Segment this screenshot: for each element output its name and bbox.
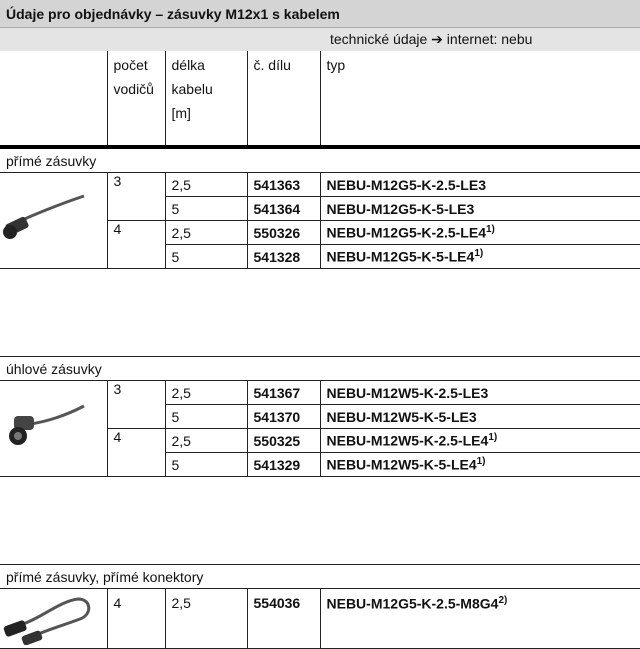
- type-cell: NEBU-M12G5-K-2.5-LE41): [319, 220, 640, 245]
- footnote: 1): [474, 248, 484, 260]
- type-cell: NEBU-M12G5-K-2.5-LE3: [319, 172, 640, 197]
- section-title: úhlové zásuvky: [0, 356, 640, 381]
- length: 2,5: [164, 172, 248, 197]
- type: NEBU-M12W5-K-2.5-LE3: [326, 384, 489, 401]
- type-cell: NEBU-M12W5-K-5-LE41): [319, 452, 640, 477]
- type: NEBU-M12G5-K-5-LE3: [326, 200, 475, 217]
- wires: 3: [106, 172, 166, 221]
- part-number: 541367: [246, 380, 321, 405]
- part-number: 541363: [246, 172, 321, 197]
- icon-cell: [0, 588, 108, 649]
- header-wires: počet vodičů: [106, 51, 166, 149]
- data-row: 5 541329 NEBU-M12W5-K-5-LE41): [0, 452, 640, 477]
- section-title: přímé zásuvky: [0, 146, 640, 173]
- type-cell: NEBU-M12W5-K-5-LE3: [319, 404, 640, 429]
- icon-cell: [0, 380, 108, 477]
- length: 5: [165, 404, 248, 429]
- header-row: počet vodičů délka kabelu [m] č. dílu typ: [0, 51, 640, 149]
- footnote: 1): [485, 224, 495, 236]
- part-number: 541329: [246, 452, 321, 477]
- part-number: 541328: [246, 244, 321, 269]
- wires: 3: [106, 380, 166, 429]
- length: 5: [165, 452, 248, 477]
- header-length: délka kabelu [m]: [164, 51, 248, 149]
- length: 5: [165, 196, 248, 221]
- gap-row: [0, 476, 640, 565]
- header-text: kabelu: [171, 81, 213, 97]
- connector-icon: [9, 404, 85, 445]
- type-cell: NEBU-M12W5-K-2.5-LE41): [319, 428, 640, 453]
- type: NEBU-M12G5-K-2.5-LE4: [326, 224, 486, 241]
- length: 2,5: [164, 220, 248, 245]
- wires: 4: [106, 588, 166, 649]
- connector-icon: [3, 597, 91, 646]
- header-text: délka: [171, 57, 205, 73]
- link-row: technické údaje ➔ internet: nebu: [0, 27, 640, 51]
- type: NEBU-M12G5-K-5-LE4: [326, 248, 475, 265]
- wires: 4: [107, 428, 166, 477]
- type-cell: NEBU-M12G5-K-5-LE3: [319, 196, 640, 221]
- data-row: 4 2,5 550326 NEBU-M12G5-K-2.5-LE41): [0, 220, 640, 269]
- part-number: 541370: [246, 404, 321, 429]
- link[interactable]: technické údaje ➔ internet: nebu: [0, 27, 640, 51]
- gap-cell: [0, 268, 640, 357]
- footnote: 1): [488, 432, 498, 444]
- title: Údaje pro objednávky – zásuvky M12x1 s k…: [0, 0, 640, 28]
- gap-row: [0, 268, 640, 357]
- length: 5: [165, 244, 248, 269]
- length: 2,5: [164, 380, 248, 405]
- header-part: č. dílu: [246, 51, 321, 149]
- header-text: vodičů: [113, 81, 154, 97]
- part-number: 541364: [246, 196, 321, 221]
- length: 2,5: [164, 588, 248, 649]
- section-row: přímé zásuvky, přímé konektory: [0, 564, 640, 589]
- part-number: 554036: [246, 588, 321, 649]
- section-row: přímé zásuvky: [0, 146, 640, 173]
- gap-cell: [0, 476, 640, 565]
- data-row: 5 541328 NEBU-M12G5-K-5-LE41): [0, 244, 640, 269]
- data-row: 3 2,5 541367 NEBU-M12W5-K-2.5-LE3: [0, 380, 640, 477]
- connector-icon: [3, 194, 85, 239]
- type: NEBU-M12W5-K-2.5-LE4: [326, 432, 489, 449]
- type-cell: NEBU-M12G5-K-2.5-M8G42): [319, 588, 640, 649]
- section-title: přímé zásuvky, přímé konektory: [0, 564, 640, 589]
- header-cell: [0, 51, 108, 149]
- footnote: 1): [476, 456, 486, 468]
- length: 2,5: [164, 428, 248, 453]
- type-cell: NEBU-M12G5-K-5-LE41): [319, 244, 640, 269]
- type: NEBU-M12W5-K-5-LE4: [326, 456, 477, 473]
- wires: 4: [107, 220, 166, 269]
- data-row: 3 2,5 541363 NEBU-M12G5-K-2.5-LE3: [0, 172, 640, 269]
- footnote: 2): [498, 595, 508, 606]
- type: NEBU-M12G5-K-2.5-M8G4: [326, 595, 499, 612]
- title-row: Údaje pro objednávky – zásuvky M12x1 s k…: [0, 0, 640, 28]
- part-number: 550326: [246, 220, 321, 245]
- data-row: 5 541370 NEBU-M12W5-K-5-LE3: [0, 404, 640, 429]
- header-text: počet: [113, 57, 148, 73]
- data-row: 5 541364 NEBU-M12G5-K-5-LE3: [0, 196, 640, 221]
- icon-cell: [0, 172, 108, 269]
- type-cell: NEBU-M12W5-K-2.5-LE3: [319, 380, 640, 405]
- part-number: 550325: [246, 428, 321, 453]
- section-row: úhlové zásuvky: [0, 356, 640, 381]
- type: NEBU-M12W5-K-5-LE3: [326, 408, 477, 425]
- header-text: [m]: [171, 105, 191, 121]
- data-row: 4 2,5 554036 NEBU-M12G5-K-2.5-M8G42): [0, 588, 640, 649]
- header-type: typ: [319, 51, 640, 149]
- type: NEBU-M12G5-K-2.5-LE3: [326, 176, 486, 193]
